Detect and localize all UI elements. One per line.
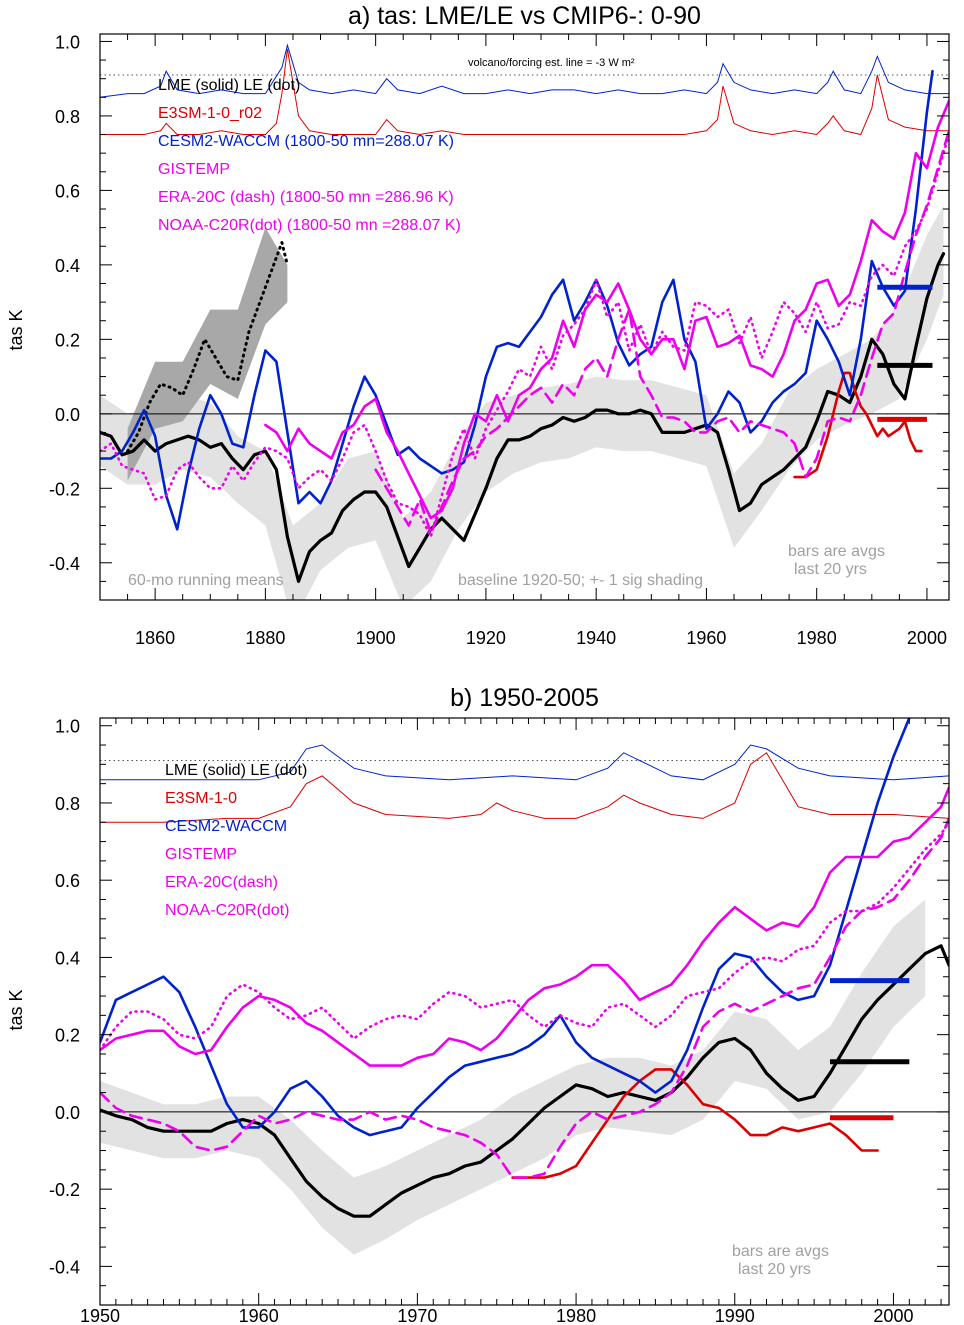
series-gistemp xyxy=(100,786,949,1067)
legend: LME (solid) LE (dot) E3SM-1-0 CESM2-WACCM G… xyxy=(165,762,307,919)
series-e3sm-1-0 xyxy=(511,1068,879,1179)
y-tick-label: 0.0 xyxy=(55,405,80,425)
y-tick-label: -0.2 xyxy=(49,479,80,499)
e3sm-forcing-curve xyxy=(100,752,949,823)
le-spread-shading xyxy=(127,227,288,481)
annotation-top: volcano/forcing est. line = -3 W m² xyxy=(468,57,635,69)
x-tick-label: 1900 xyxy=(356,628,396,648)
x-tick-label: 1940 xyxy=(576,628,616,648)
x-axis: 1950 1960 1970 1980 1990 2000 xyxy=(80,718,942,1325)
chart-title: b) 1950-2005 xyxy=(450,684,599,712)
series-le xyxy=(126,241,289,453)
series-noaa-c20r xyxy=(100,821,949,1052)
y-axis-label: tas K xyxy=(6,989,26,1030)
series-e3sm-1-0-r02 xyxy=(793,371,923,479)
legend-entry: E3SM-1-0_r02 xyxy=(158,105,262,122)
legend-entry: GISTEMP xyxy=(165,846,237,863)
legend-entry: NOAA-C20R(dot) xyxy=(165,902,289,919)
e3sm-forcing-curve xyxy=(100,48,949,136)
series-gistemp xyxy=(264,99,949,520)
legend-entry: CESM2-WACCM (1800-50 mn=288.07 K) xyxy=(158,133,454,150)
y-axis-label: tas K xyxy=(6,309,26,350)
y-axis: -0.4 -0.2 0.0 0.2 0.4 0.6 0.8 1.0 xyxy=(49,32,949,601)
legend-entry: ERA-20C (dash) (1800-50 mn =286.96 K) xyxy=(158,189,454,206)
x-tick-label: 1950 xyxy=(80,1306,120,1325)
annotation-right-2: last 20 yrs xyxy=(738,1261,811,1278)
x-tick-label: 1980 xyxy=(797,628,837,648)
y-tick-label: -0.2 xyxy=(49,1180,80,1200)
y-axis: -0.4 -0.2 0.0 0.2 0.4 0.6 0.8 1.0 xyxy=(49,717,949,1306)
y-tick-label: 0.8 xyxy=(55,107,80,127)
x-tick-label: 1920 xyxy=(466,628,506,648)
x-tick-label: 1990 xyxy=(715,1306,755,1325)
y-tick-label: 0.0 xyxy=(55,1103,80,1123)
y-tick-label: 0.4 xyxy=(55,256,80,276)
annotations: volcano/forcing est. line = -3 W m² 60-mo… xyxy=(128,57,885,589)
y-tick-label: 0.4 xyxy=(55,948,80,968)
plot-frame xyxy=(99,33,950,601)
y-tick-label: 0.2 xyxy=(55,330,80,350)
panel-b: 1950 1960 1970 1980 1990 2000 -0.4 -0.2 0.0 0.2 0.… xyxy=(6,684,950,1325)
y-tick-label: 1.0 xyxy=(55,32,80,52)
x-tick-label: 1980 xyxy=(556,1306,596,1325)
x-tick-label: 1880 xyxy=(245,628,285,648)
plot-frame xyxy=(99,717,950,1306)
plot-area xyxy=(100,718,949,1255)
x-tick-label: 2000 xyxy=(907,628,947,648)
x-axis: 1860 1880 1900 1920 1940 1960 1980 2000 xyxy=(99,34,947,648)
chart-title: a) tas: LME/LE vs CMIP6-: 0-90 xyxy=(348,2,701,30)
series-lme xyxy=(100,252,946,583)
series-noaa-c20r xyxy=(100,133,949,538)
legend-entry: LME (solid) LE (dot) xyxy=(158,77,300,94)
annotation-left-bottom: 60-mo running means xyxy=(128,572,284,589)
legend-entry: ERA-20C(dash) xyxy=(165,874,278,891)
x-tick-label: 1960 xyxy=(686,628,726,648)
series-era-20c xyxy=(374,129,949,535)
y-tick-label: 0.2 xyxy=(55,1026,80,1046)
x-tick-label: 1970 xyxy=(397,1306,437,1325)
cesm2-forcing-curve xyxy=(100,43,949,98)
annotation-right-2: last 20 yrs xyxy=(794,561,867,578)
y-tick-label: 0.6 xyxy=(55,871,80,891)
x-tick-label: 2000 xyxy=(873,1306,913,1325)
panel-a: 1860 1880 1900 1920 1940 1960 1980 2000 -0.4 -0.2… xyxy=(6,2,950,648)
annotation-right-1: bars are avgs xyxy=(788,543,885,560)
y-tick-label: -0.4 xyxy=(49,1257,80,1277)
lme-spread-shading xyxy=(100,899,926,1255)
y-tick-label: 1.0 xyxy=(55,717,80,737)
series-lme xyxy=(100,944,949,1218)
y-tick-label: 0.6 xyxy=(55,181,80,201)
legend-entry: E3SM-1-0 xyxy=(165,790,237,807)
annotation-right-1: bars are avgs xyxy=(732,1243,829,1260)
cesm2-forcing-curve xyxy=(100,744,949,781)
annotation-mid-bottom: baseline 1920-50; +- 1 sig shading xyxy=(458,572,703,589)
legend-entry: CESM2-WACCM xyxy=(165,818,287,835)
legend-entry: NOAA-C20R(dot) (1800-50 mn =288.07 K) xyxy=(158,217,461,234)
legend-entry: GISTEMP xyxy=(158,161,230,178)
legend-entry: LME (solid) LE (dot) xyxy=(165,762,307,779)
series-cesm2-waccm xyxy=(100,69,934,531)
legend: LME (solid) LE (dot) E3SM-1-0_r02 CESM2-WA… xyxy=(158,77,461,234)
x-tick-label: 1860 xyxy=(135,628,175,648)
x-tick-label: 1960 xyxy=(239,1306,279,1325)
y-tick-label: -0.4 xyxy=(49,554,80,574)
plot-area xyxy=(100,43,949,600)
y-tick-label: 0.8 xyxy=(55,794,80,814)
